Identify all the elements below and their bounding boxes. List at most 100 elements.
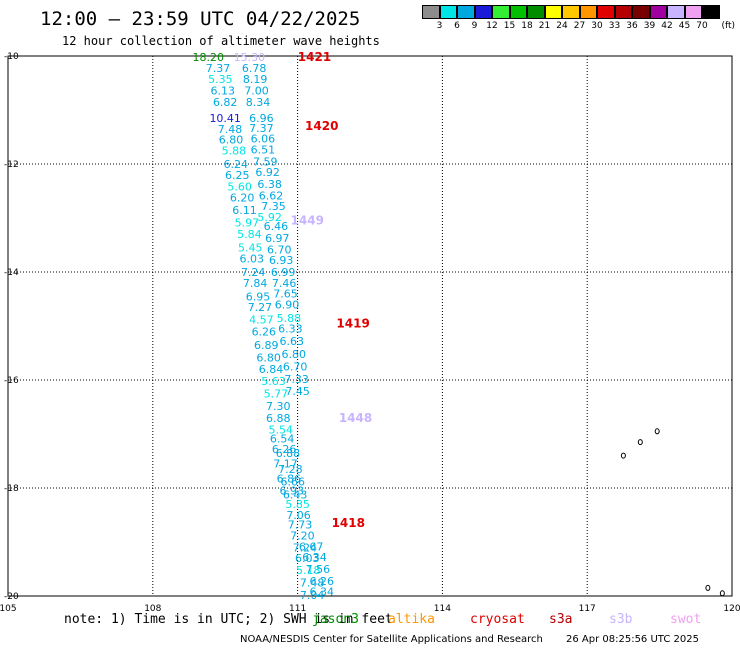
color-swatch bbox=[649, 5, 667, 19]
wave-height-value: 6.99 bbox=[271, 266, 296, 279]
wave-height-value: 7.37 bbox=[249, 122, 274, 135]
wave-height-value: 7.73 bbox=[288, 519, 313, 532]
wave-height-value: 6.96 bbox=[249, 112, 274, 125]
wave-height-value: 6.86 bbox=[277, 472, 302, 485]
lat-tick-label: -12 bbox=[4, 160, 19, 170]
wave-height-value: 6.90 bbox=[275, 298, 300, 311]
color-swatch bbox=[614, 5, 632, 19]
wave-height-value: 6.70 bbox=[267, 243, 292, 256]
wave-height-value: 6.93 bbox=[280, 485, 305, 498]
wave-height-value: 5.97 bbox=[235, 216, 260, 229]
color-swatch-label: 24 bbox=[556, 21, 568, 31]
wave-height-value: 6.03 bbox=[239, 253, 264, 266]
lon-tick-label: 111 bbox=[289, 604, 306, 614]
pass-time-label: 1421 bbox=[298, 50, 331, 64]
wave-height-value: 7.59 bbox=[253, 155, 278, 168]
color-swatch bbox=[562, 5, 580, 19]
color-swatch-label: 70 bbox=[696, 21, 708, 31]
generated-timestamp: 26 Apr 08:25:56 UTC 2025 bbox=[566, 634, 699, 645]
wave-height-value: 7.45 bbox=[285, 385, 310, 398]
wave-height-value: 7.24 bbox=[293, 541, 318, 554]
pass-time-label: 1419 bbox=[336, 316, 369, 330]
wave-height-value: 15.30 bbox=[234, 51, 266, 64]
wave-height-value: 4.57 bbox=[249, 314, 274, 327]
wave-height-value: 7.28 bbox=[278, 463, 303, 476]
wave-height-value: 6.24 bbox=[224, 158, 249, 171]
wave-height-value: 6.80 bbox=[219, 134, 244, 147]
color-swatch bbox=[492, 5, 510, 19]
wave-height-value: 6.82 bbox=[213, 96, 238, 109]
wave-height-value: 6.78 bbox=[242, 62, 267, 75]
color-swatch-label: 42 bbox=[661, 21, 673, 31]
wave-height-value: 5.60 bbox=[227, 181, 252, 194]
lon-tick-label: 105 bbox=[0, 604, 17, 614]
color-swatch bbox=[684, 5, 702, 19]
wave-height-value: 7.27 bbox=[248, 301, 273, 314]
wave-height-value: 5.92 bbox=[257, 211, 282, 224]
wave-height-value: 6.20 bbox=[230, 191, 255, 204]
wave-height-value: 5.85 bbox=[285, 498, 310, 511]
page-title: 12:00 — 23:59 UTC 04/22/2025 bbox=[40, 8, 361, 30]
wave-height-value: 7.37 bbox=[206, 62, 231, 75]
wave-height-value: 6.11 bbox=[232, 204, 257, 217]
wave-height-value: 18.20 bbox=[193, 51, 225, 64]
color-swatch-label: 12 bbox=[486, 21, 498, 31]
pass-time-label: 1420 bbox=[305, 119, 338, 133]
satellite-legend-jason3: jason3 bbox=[312, 612, 359, 627]
color-swatch-label: 3 bbox=[436, 21, 443, 31]
lon-tick-label: 108 bbox=[144, 604, 161, 614]
color-swatch bbox=[439, 5, 457, 19]
wave-height-value: 6.88 bbox=[276, 447, 301, 460]
page-subtitle: 12 hour collection of altimeter wave hei… bbox=[62, 34, 380, 48]
color-swatch-label: 15 bbox=[503, 21, 516, 31]
wave-height-value: 6.26 bbox=[272, 443, 297, 456]
wave-height-value: 7.33 bbox=[284, 373, 309, 386]
satellite-legend-s3b: s3b bbox=[609, 612, 633, 627]
color-swatch-label: 27 bbox=[573, 21, 586, 31]
wave-height-value: 6.66 bbox=[281, 476, 306, 489]
wave-height-value: 6.80 bbox=[281, 348, 306, 361]
wave-height-value: 7.20 bbox=[290, 530, 315, 543]
lat-tick-label: -16 bbox=[4, 376, 19, 386]
color-swatch-label: 6 bbox=[454, 21, 460, 31]
lon-tick-label: 114 bbox=[434, 604, 451, 614]
wave-height-value: 5.35 bbox=[208, 73, 233, 86]
color-scale-labels: 3 6 9 12 15 18 21 24 27 30 33 36 39 42 45 70 (ft) bbox=[422, 21, 740, 33]
color-swatch-label: 36 bbox=[626, 21, 638, 31]
wave-height-value: 6.25 bbox=[225, 169, 250, 182]
island-outline bbox=[620, 452, 626, 459]
wave-height-value: 6.95 bbox=[246, 290, 271, 303]
pass-time-label: 1449 bbox=[291, 214, 324, 228]
wave-height-value: 7.00 bbox=[244, 85, 269, 98]
wave-height-value: 6.67 bbox=[299, 540, 324, 553]
wave-height-value: 6.62 bbox=[259, 189, 284, 202]
color-swatch bbox=[544, 5, 562, 19]
wave-height-value: 6.06 bbox=[251, 133, 276, 146]
color-scale-bar bbox=[422, 5, 720, 19]
wave-height-value: 6.34 bbox=[309, 586, 334, 599]
wave-height-value: 6.88 bbox=[266, 412, 291, 425]
wave-height-value: 6.70 bbox=[283, 361, 308, 374]
wave-height-value: 7.24 bbox=[241, 266, 266, 279]
pass-time-label: 1418 bbox=[332, 516, 365, 530]
color-swatch bbox=[422, 5, 440, 19]
wave-height-value: 5.45 bbox=[238, 242, 263, 255]
wave-height-value: 7.56 bbox=[306, 563, 331, 576]
color-swatch bbox=[509, 5, 527, 19]
color-swatch-label: 30 bbox=[591, 21, 603, 31]
island-outline bbox=[654, 428, 660, 435]
wave-height-value: 7.17 bbox=[273, 458, 298, 471]
color-swatch bbox=[457, 5, 475, 19]
wave-height-value: 6.80 bbox=[256, 351, 281, 364]
color-swatch bbox=[597, 5, 615, 19]
wave-height-value: 6.43 bbox=[283, 488, 308, 501]
color-scale-unit: (ft) bbox=[721, 21, 736, 31]
wave-height-value: 6.93 bbox=[269, 254, 294, 267]
wave-height-value: 6.54 bbox=[270, 432, 295, 445]
wave-height-value: 5.77 bbox=[264, 388, 289, 401]
wave-height-value: 6.51 bbox=[251, 143, 276, 156]
satellite-legend-cryosat: cryosat bbox=[470, 612, 525, 627]
color-swatch bbox=[579, 5, 597, 19]
pass-time-label: 1448 bbox=[339, 411, 372, 425]
